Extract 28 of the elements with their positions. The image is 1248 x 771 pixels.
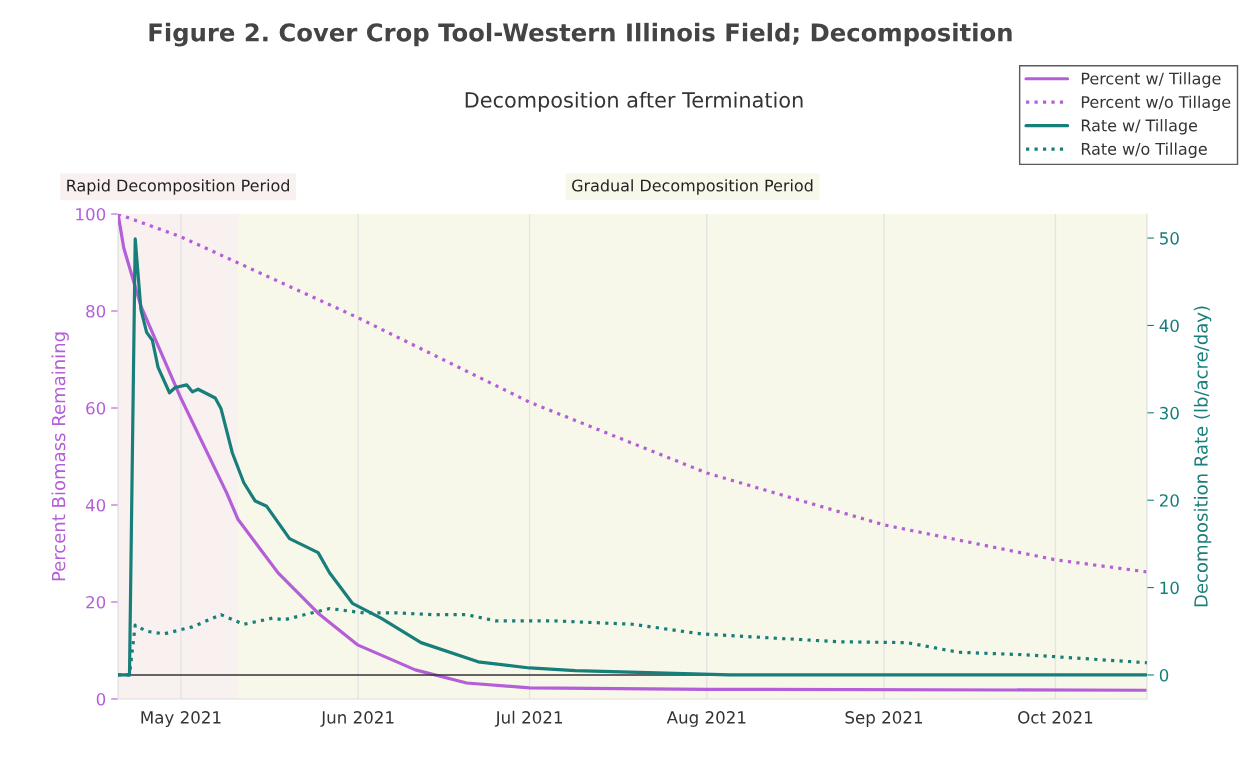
y2-axis-title: Decomposition Rate (lb/acre/day): [1193, 306, 1212, 607]
y-tick-label: 20: [86, 595, 106, 609]
y-tick-label: 40: [85, 498, 106, 512]
y-tick-label: 100: [76, 207, 106, 221]
x-tick-label: Jun 2021: [320, 711, 394, 727]
chart-title: Figure 2. Cover Crop Tool-Western Illinois Field; Decomposition: [149, 22, 1012, 47]
x-tick-label: Aug 2021: [666, 711, 746, 727]
y-tick-label: 60: [86, 401, 106, 415]
legend-label: Rate w/o Tillage: [1081, 142, 1207, 158]
band-label: Rapid Decomposition Period: [67, 179, 289, 195]
y2-tick-label: 10: [1160, 581, 1179, 595]
y2-tick-label: 20: [1159, 494, 1179, 507]
y-tick-label: 0: [96, 692, 106, 706]
legend-label: Percent w/ Tillage: [1081, 72, 1221, 88]
y2-tick-label: 0: [1159, 668, 1169, 682]
x-tick-label: May 2021: [141, 711, 221, 727]
legend-label: Rate w/ Tillage: [1081, 119, 1198, 135]
y-axis-title: Percent Biomass Remaining: [51, 332, 69, 581]
y2-tick-label: 30: [1159, 406, 1179, 420]
chart-subtitle: Decomposition after Termination: [465, 91, 803, 112]
y2-tick-label: 50: [1160, 232, 1179, 245]
x-tick-label: Jul 2021: [494, 710, 562, 727]
band-label: Gradual Decomposition Period: [572, 179, 813, 195]
x-tick-label: Sep 2021: [845, 711, 923, 727]
y2-tick-label: 40: [1159, 319, 1179, 333]
y-tick-label: 80: [86, 304, 106, 318]
x-tick-label: Oct 2021: [1018, 711, 1093, 724]
legend-label: Percent w/o Tillage: [1081, 95, 1231, 112]
